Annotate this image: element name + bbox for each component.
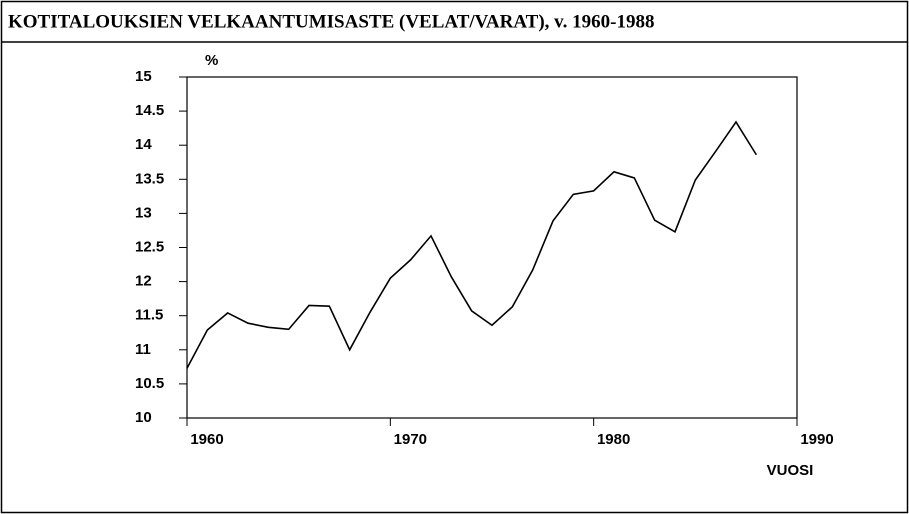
x-tick-label: 1990 — [800, 431, 833, 448]
y-tick-label: 14 — [135, 136, 152, 153]
line — [186, 120, 758, 369]
y-tick-label: 12.5 — [135, 238, 164, 255]
x-axis-label: VUOSI — [767, 462, 814, 479]
y-tick-label: 13.5 — [135, 170, 164, 187]
y-tick-label: 11 — [135, 341, 151, 358]
x-tick-label: 1960 — [190, 431, 223, 448]
y-tick-label: 12 — [135, 273, 152, 290]
y-tick-label: 11.5 — [135, 307, 163, 324]
y-tick-label: 13 — [135, 204, 152, 221]
y-tick-label: 14.5 — [135, 102, 164, 119]
x-tick-label: 1980 — [597, 431, 630, 448]
chart-title: KOTITALOUKSIEN VELKAANTUMISASTE (VELAT/V… — [8, 11, 654, 32]
y-axis-label: % — [205, 52, 218, 69]
y-tick-label: 15 — [135, 68, 152, 85]
y-tick-label: 10.5 — [135, 375, 164, 392]
x-tick-label: 1970 — [394, 431, 427, 448]
y-tick-label: 10 — [135, 409, 152, 426]
plot-area — [186, 76, 798, 419]
